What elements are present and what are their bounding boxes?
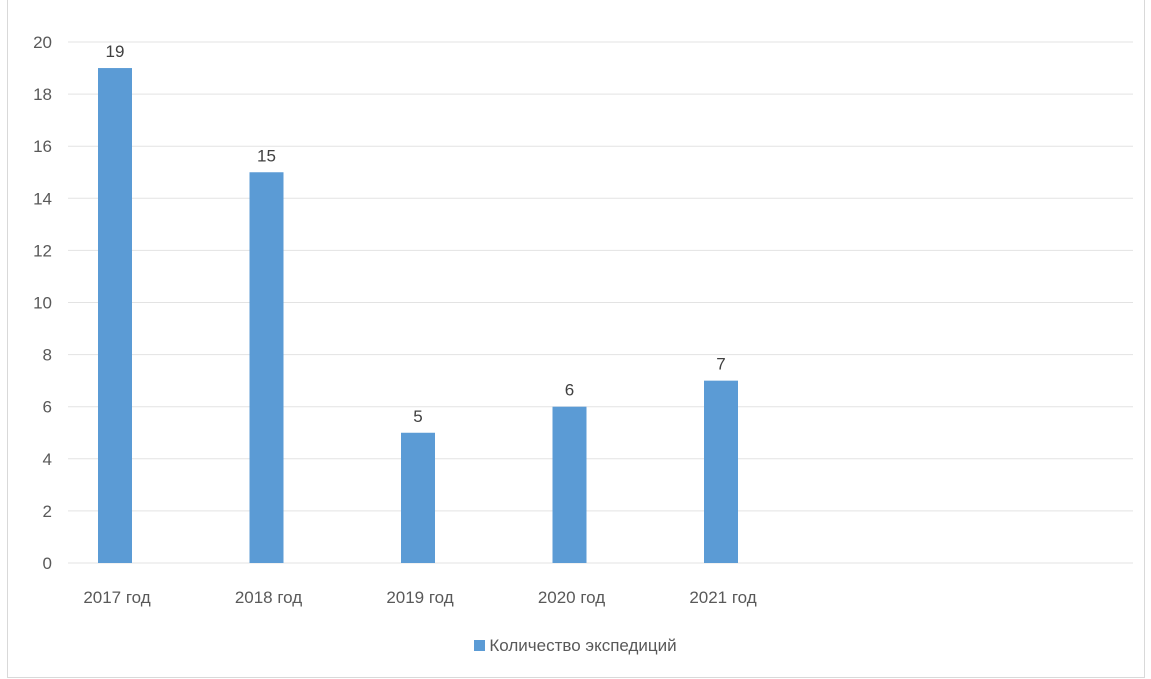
y-tick-label: 20	[33, 33, 52, 52]
y-tick-label: 0	[43, 554, 52, 573]
chart-frame	[7, 0, 1145, 678]
y-tick-label: 4	[43, 450, 52, 469]
y-tick-label: 6	[43, 398, 52, 417]
legend: Количество экспедиций	[0, 636, 1151, 656]
y-tick-label: 16	[33, 137, 52, 156]
y-tick-label: 2	[43, 502, 52, 521]
legend-swatch	[474, 640, 486, 651]
x-tick-label: 2017 год	[83, 588, 150, 607]
y-tick-label: 8	[43, 346, 52, 365]
bar	[249, 172, 284, 563]
x-tick-label: 2020 год	[538, 588, 605, 607]
y-tick-label: 18	[33, 85, 52, 104]
data-label: 6	[565, 381, 574, 400]
x-tick-label: 2018 год	[235, 588, 302, 607]
data-label: 7	[716, 355, 725, 374]
bar	[98, 68, 132, 564]
bar	[552, 406, 587, 563]
bar	[401, 432, 435, 563]
legend-label: Количество экспедиций	[489, 636, 677, 655]
bar	[704, 380, 738, 563]
data-label: 19	[106, 42, 125, 61]
x-tick-label: 2021 год	[689, 588, 756, 607]
data-label: 15	[257, 146, 276, 165]
y-tick-label: 10	[33, 294, 52, 313]
data-label: 5	[413, 407, 422, 426]
x-tick-label: 2019 год	[386, 588, 453, 607]
y-tick-label: 14	[33, 189, 52, 208]
y-tick-label: 12	[33, 241, 52, 260]
